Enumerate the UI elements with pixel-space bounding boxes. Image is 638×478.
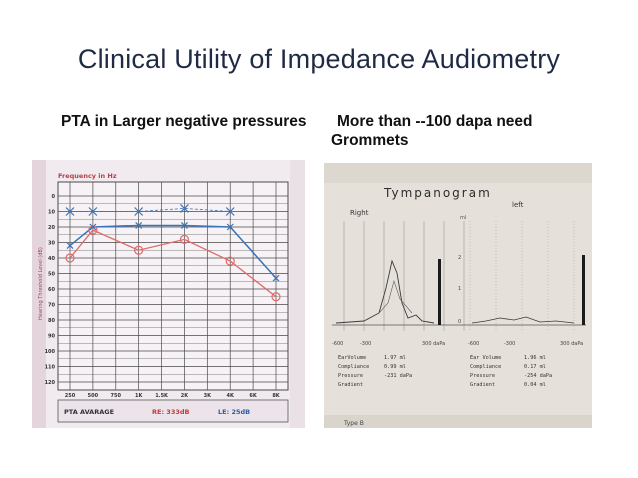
y-tick-label: 0 bbox=[458, 319, 461, 325]
masked-point bbox=[88, 207, 98, 216]
result-label: Compliance bbox=[470, 364, 501, 370]
x-tick-label: 6K bbox=[249, 393, 257, 399]
x-tick-label: 250 bbox=[65, 393, 76, 399]
right-ear-point bbox=[88, 225, 98, 235]
tympanogram-photo: Tympanogram Right left ml 2 1 0 -600 -300 30… bbox=[324, 163, 592, 428]
masked-point bbox=[134, 207, 144, 216]
audiogram-figure: Frequency in Hz Hearing Threshold Level … bbox=[32, 160, 305, 428]
masked-line bbox=[70, 207, 231, 212]
tympanogram-y-ticks: 2 1 0 bbox=[458, 255, 461, 325]
audiogram-grid bbox=[57, 181, 289, 391]
audiogram-side-label: Hearing Threshold Level (dB) bbox=[38, 247, 44, 320]
right-ear-point bbox=[225, 256, 235, 266]
result-value: -231 daPa bbox=[384, 373, 412, 379]
x-tick-label: -300 bbox=[504, 341, 515, 347]
x-tick-label: -600 bbox=[468, 341, 479, 347]
y-tick-label: 70 bbox=[48, 303, 55, 309]
right-ear-curve bbox=[378, 279, 413, 314]
x-tick-label: 1K bbox=[135, 393, 143, 399]
left-ear-point bbox=[226, 223, 234, 231]
right-ear-point bbox=[179, 234, 190, 245]
audiogram-marks bbox=[65, 203, 281, 302]
slide-title: Clinical Utility of Impedance Audiometry bbox=[77, 44, 561, 74]
audiogram-header: Frequency in Hz bbox=[58, 172, 117, 180]
left-ear-point bbox=[89, 223, 97, 231]
result-value: 0.04 ml bbox=[524, 382, 546, 388]
x-tick-label: 3K bbox=[204, 393, 212, 399]
y-tick-label: 40 bbox=[48, 256, 55, 262]
x-tick-label: 500 bbox=[88, 393, 99, 399]
masked-point bbox=[65, 207, 75, 216]
grid-frame bbox=[57, 181, 289, 391]
result-value: 1.96 ml bbox=[524, 355, 546, 361]
y-tick-label: 60 bbox=[48, 287, 55, 293]
tympanogram-grid bbox=[332, 221, 586, 331]
tympanogram-footer: Type B bbox=[343, 420, 364, 427]
result-value: 0.17 ml bbox=[524, 364, 546, 370]
y-tick-label: 2 bbox=[458, 255, 461, 261]
result-value: 1.97 ml bbox=[384, 355, 406, 361]
right-ear-point bbox=[65, 253, 75, 263]
result-label: Pressure bbox=[338, 373, 363, 379]
y-tick-label: 110 bbox=[45, 365, 56, 371]
left-ear-results: Ear Volume 1.96 ml Compliance 0.17 ml Pressu… bbox=[470, 355, 552, 388]
masked-point bbox=[225, 207, 235, 216]
y-tick-label: 0 bbox=[52, 194, 56, 200]
x-tick-label: 8K bbox=[272, 393, 280, 399]
pta-average-label: PTA AVARAGE bbox=[64, 408, 114, 416]
x-tick-label: 4K bbox=[227, 393, 235, 399]
result-value: -254 daPa bbox=[524, 373, 552, 379]
masked-point bbox=[180, 203, 189, 213]
left-caption: PTA in Larger negative pressures bbox=[61, 113, 307, 130]
y-tick-label: 100 bbox=[45, 349, 56, 355]
y-tick-label: 90 bbox=[48, 334, 55, 340]
x-tick-label: 750 bbox=[111, 393, 122, 399]
left-volume-bar bbox=[582, 255, 585, 325]
y-tick-label: 1 bbox=[458, 286, 461, 292]
result-label: Gradient bbox=[338, 382, 363, 388]
left-ear-point bbox=[66, 242, 74, 250]
result-label: Gradient bbox=[470, 382, 495, 388]
x-tick-label: 1.5K bbox=[155, 393, 169, 399]
audiogram-photo: Frequency in Hz Hearing Threshold Level … bbox=[32, 160, 305, 428]
result-value: 0.99 ml bbox=[384, 364, 406, 370]
tympanogram-title: Tympanogram bbox=[383, 186, 492, 200]
right-ear-point bbox=[134, 245, 144, 255]
result-label: Ear Volume bbox=[470, 355, 501, 361]
ml-label: ml bbox=[460, 215, 466, 221]
left-ear-label: left bbox=[512, 201, 524, 209]
left-ear-curve bbox=[471, 316, 575, 324]
right-caption: More than --100 dapa need Grommets bbox=[331, 113, 533, 149]
tympanogram-curves bbox=[335, 255, 585, 325]
tympanogram-figure: Tympanogram Right left ml 2 1 0 -600 -300 30… bbox=[324, 163, 592, 428]
right-ear-line bbox=[69, 229, 277, 298]
right-volume-bar bbox=[438, 259, 441, 325]
right-ear-label: Right bbox=[350, 209, 369, 217]
result-label: EarVolume bbox=[338, 355, 366, 361]
x-tick-label: 2K bbox=[181, 393, 189, 399]
x-tick-label: -600 bbox=[332, 341, 343, 347]
left-ear-point bbox=[135, 222, 143, 229]
x-tick-label: 300 daPa bbox=[422, 341, 445, 347]
y-tick-label: 30 bbox=[48, 241, 55, 247]
right-ear-curve bbox=[335, 259, 435, 324]
y-tick-label: 120 bbox=[45, 380, 56, 386]
audiogram-y-ticks: 0 10 20 30 40 50 60 70 80 90 100 110 120 bbox=[45, 194, 56, 386]
x-tick-label: -300 bbox=[360, 341, 371, 347]
left-ear-point bbox=[181, 222, 188, 229]
y-tick-label: 80 bbox=[48, 318, 55, 324]
right-ear-point bbox=[271, 292, 281, 302]
y-tick-label: 20 bbox=[48, 225, 55, 231]
tympanogram-x-ticks: -600 -300 300 daPa -600 -300 300 daPa bbox=[332, 341, 583, 347]
audiogram-x-ticks: 250 500 750 1K 1.5K 2K 3K 4K 6K 8K bbox=[65, 393, 281, 399]
x-tick-label: 300 daPa bbox=[560, 341, 583, 347]
y-tick-label: 50 bbox=[48, 272, 55, 278]
result-label: Pressure bbox=[470, 373, 495, 379]
le-average: LE: 25dB bbox=[218, 408, 250, 416]
re-average: RE: 333dB bbox=[152, 408, 190, 416]
y-tick-label: 10 bbox=[48, 210, 55, 216]
result-label: Compliance bbox=[338, 364, 369, 370]
left-ear-point bbox=[272, 274, 280, 282]
right-ear-results: EarVolume 1.97 ml Compliance 0.99 ml Pressur… bbox=[338, 355, 412, 388]
